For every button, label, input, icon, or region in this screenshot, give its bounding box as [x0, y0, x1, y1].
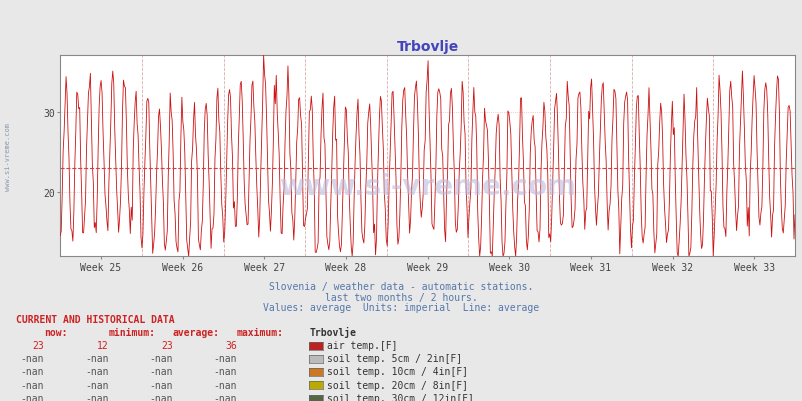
Text: -nan: -nan	[213, 393, 237, 401]
Text: -nan: -nan	[149, 353, 172, 363]
Text: last two months / 2 hours.: last two months / 2 hours.	[325, 292, 477, 302]
Text: -nan: -nan	[149, 367, 172, 377]
Text: 12: 12	[96, 340, 108, 350]
Text: 23: 23	[160, 340, 172, 350]
Text: -nan: -nan	[85, 353, 108, 363]
Text: average:: average:	[172, 327, 220, 337]
Text: soil temp. 30cm / 12in[F]: soil temp. 30cm / 12in[F]	[326, 393, 473, 401]
Text: www.si-vreme.com: www.si-vreme.com	[5, 122, 11, 190]
Text: 36: 36	[225, 340, 237, 350]
Text: soil temp. 5cm / 2in[F]: soil temp. 5cm / 2in[F]	[326, 353, 461, 363]
Text: soil temp. 10cm / 4in[F]: soil temp. 10cm / 4in[F]	[326, 367, 468, 377]
Text: -nan: -nan	[85, 393, 108, 401]
Text: now:: now:	[44, 327, 67, 337]
Text: Slovenia / weather data - automatic stations.: Slovenia / weather data - automatic stat…	[269, 282, 533, 292]
Text: -nan: -nan	[213, 353, 237, 363]
Text: -nan: -nan	[21, 380, 44, 390]
Text: soil temp. 20cm / 8in[F]: soil temp. 20cm / 8in[F]	[326, 380, 468, 390]
Text: -nan: -nan	[85, 380, 108, 390]
Text: -nan: -nan	[21, 353, 44, 363]
Text: -nan: -nan	[85, 367, 108, 377]
Text: -nan: -nan	[213, 367, 237, 377]
Text: 23: 23	[32, 340, 44, 350]
Text: -nan: -nan	[21, 393, 44, 401]
Text: Trbovlje: Trbovlje	[309, 326, 356, 337]
Text: -nan: -nan	[149, 380, 172, 390]
Text: -nan: -nan	[21, 367, 44, 377]
Text: maximum:: maximum:	[237, 327, 284, 337]
Text: CURRENT AND HISTORICAL DATA: CURRENT AND HISTORICAL DATA	[16, 314, 175, 324]
Text: minimum:: minimum:	[108, 327, 156, 337]
Text: -nan: -nan	[149, 393, 172, 401]
Text: air temp.[F]: air temp.[F]	[326, 340, 397, 350]
Text: -nan: -nan	[213, 380, 237, 390]
Text: Values: average  Units: imperial  Line: average: Values: average Units: imperial Line: av…	[263, 302, 539, 312]
Text: www.si-vreme.com: www.si-vreme.com	[279, 172, 575, 200]
Title: Trbovlje: Trbovlje	[396, 40, 458, 54]
